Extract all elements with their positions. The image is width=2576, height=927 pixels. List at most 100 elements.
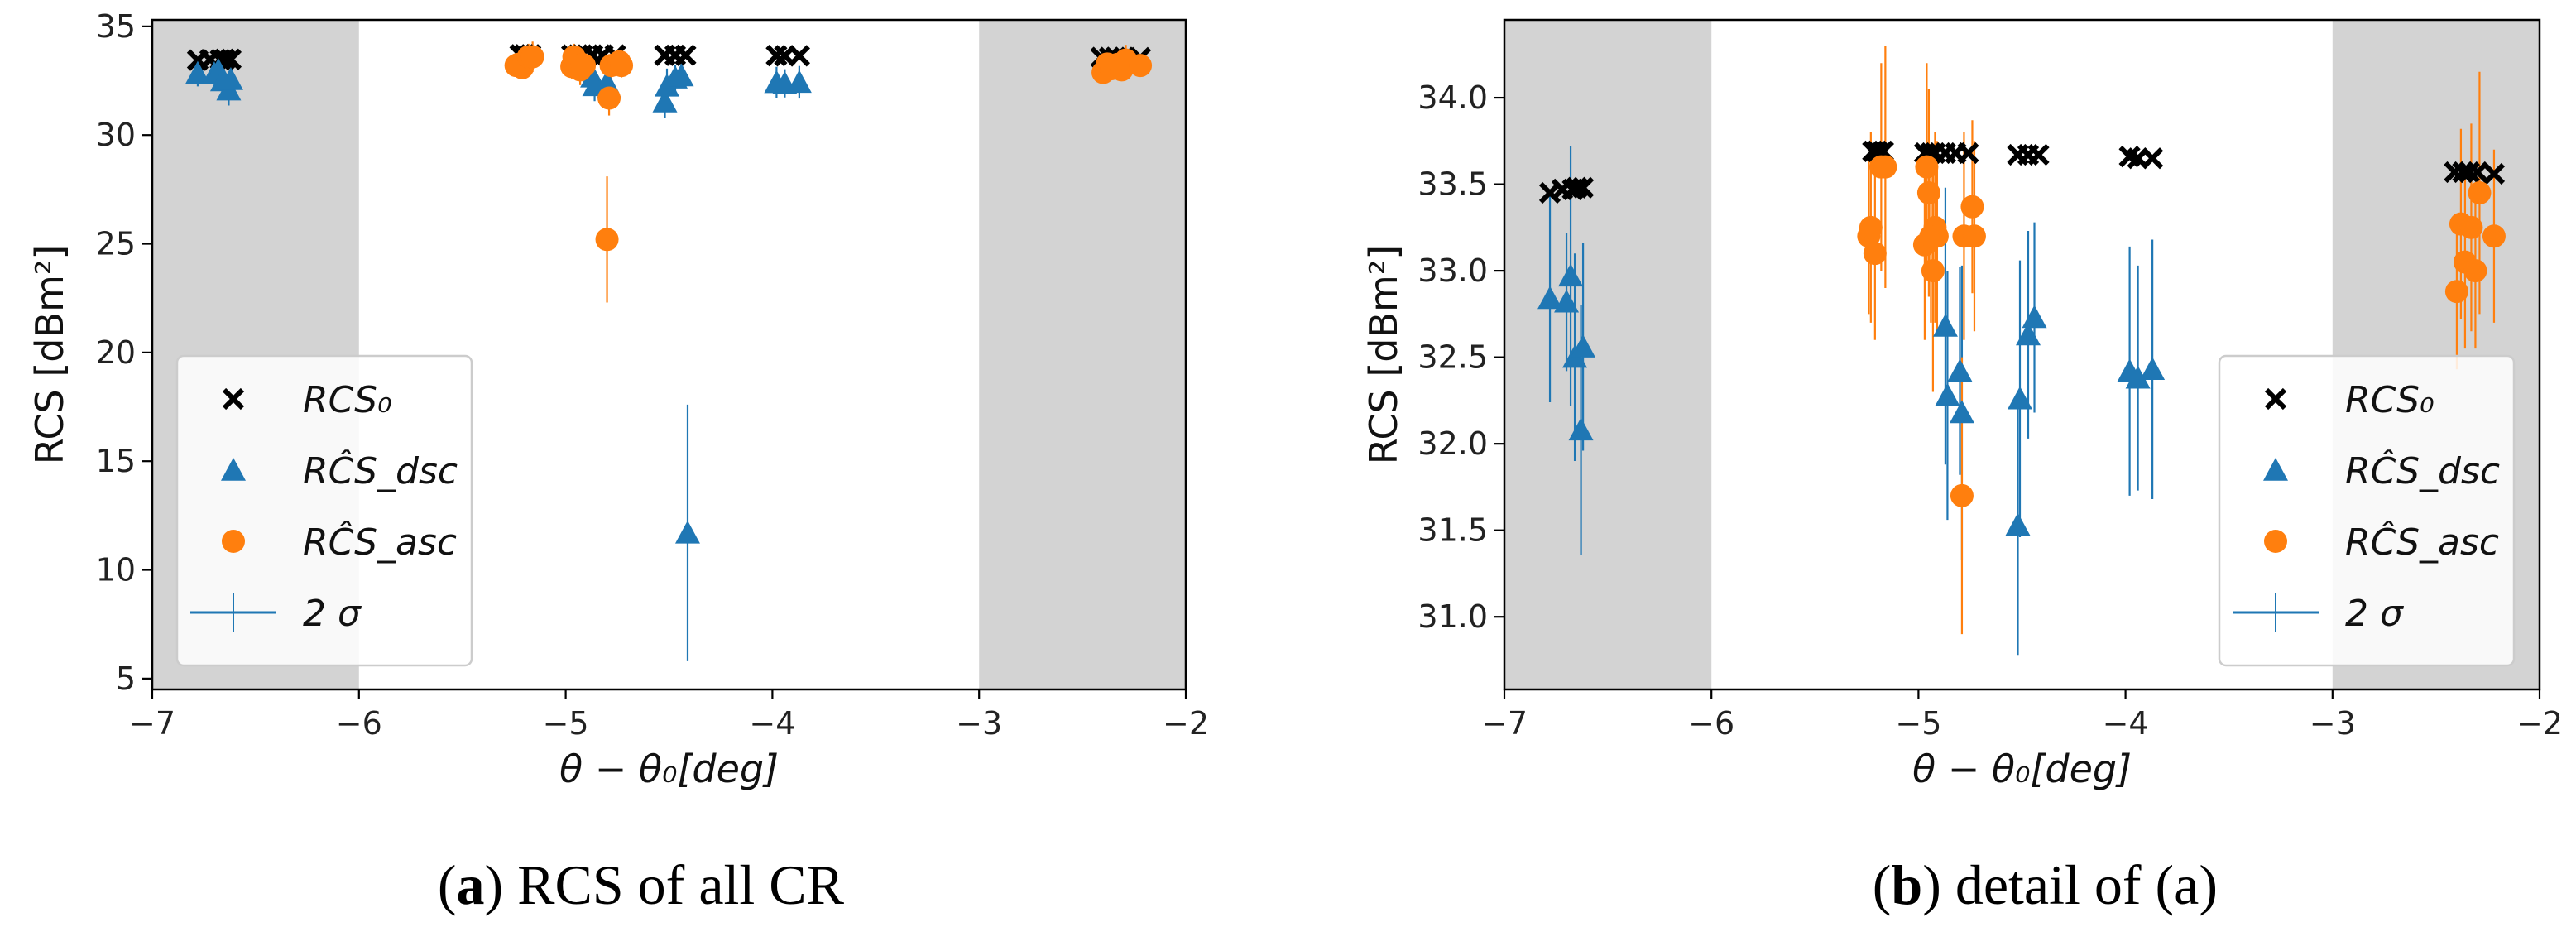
asc-point: [520, 45, 544, 69]
rcs0-point: [2458, 161, 2481, 184]
asc-point: [1873, 155, 1897, 179]
rcs0-point: [1571, 176, 1595, 199]
rcs0-point: [2466, 161, 2489, 184]
caption-a: (a) RCS of all CR: [438, 853, 845, 916]
asc-point: [1129, 54, 1153, 78]
x-tick-label: −2: [2516, 705, 2563, 742]
rcs0-point: [2482, 162, 2506, 185]
dsc-point: [2007, 386, 2032, 410]
asc-point: [1960, 195, 1984, 219]
x-axis-label: θ − θ₀[deg]: [1912, 747, 2132, 791]
panel-b: −7 −6 −5 −4 −3 −2 31.0 31.5 32.0 32.5 33.0 33.5 34.0…: [1361, 18, 2563, 791]
axes-frame: [1503, 18, 2541, 691]
y-tick-label: 32.0: [1418, 425, 1488, 462]
legend-label: RCS₀: [303, 379, 392, 421]
legend-marker: [2264, 530, 2287, 553]
y-tick-label: 33.0: [1418, 252, 1488, 289]
y-tick-label: 30: [96, 117, 136, 153]
asc-point: [1962, 224, 1986, 248]
y-tick-label: 5: [116, 660, 136, 697]
plot-marks: [1537, 46, 2506, 656]
y-axis-label: RCS [dBm²]: [1361, 245, 1406, 465]
plot-marks: [185, 41, 1153, 661]
asc-point: [2463, 259, 2487, 283]
rcs0-point: [1957, 142, 1979, 165]
y-tick-label: 25: [96, 226, 136, 262]
x-tick-label: −6: [336, 705, 382, 742]
shaded-region: [979, 20, 1186, 689]
dsc-point: [674, 520, 700, 544]
x-tick-label: −7: [129, 705, 175, 742]
rcs0-point: [219, 48, 242, 70]
legend-label: RĈS_dsc: [2345, 449, 2500, 492]
dsc-point: [2125, 365, 2151, 389]
dsc-point: [1554, 289, 1580, 313]
legend-marker: [2264, 387, 2287, 411]
legend-label: RĈS_asc: [303, 520, 457, 564]
x-tick-label: −3: [2310, 705, 2356, 742]
dsc-point: [652, 89, 678, 113]
dsc-point: [1949, 400, 1974, 424]
dsc-point: [1568, 417, 1594, 441]
y-tick-label: 32.5: [1418, 339, 1488, 376]
x-tick-label: −2: [1163, 705, 1209, 742]
y-tick-label: 20: [96, 334, 136, 371]
rcs0-point: [674, 44, 697, 66]
legend-marker: [2263, 458, 2288, 481]
dsc-point: [2016, 322, 2041, 346]
rcs0-point: [765, 44, 788, 67]
asc-point: [1925, 224, 1949, 248]
dsc-point: [1537, 286, 1563, 310]
legend-label: 2 σ: [2345, 593, 2404, 635]
x-tick-label: −5: [1895, 705, 1941, 742]
asc-point: [610, 54, 634, 78]
asc-point: [1915, 155, 1939, 179]
legend-marker-2sigma: [2233, 593, 2319, 632]
asc-point: [2444, 280, 2468, 304]
y-tick-label: 31.5: [1418, 512, 1488, 549]
x-tick-label: −4: [749, 705, 795, 742]
y-tick-label: 34.0: [1418, 79, 1488, 116]
asc-point: [597, 86, 621, 110]
rcs0-point: [2027, 143, 2050, 166]
legend-box: [2218, 354, 2516, 667]
dsc-point: [218, 66, 243, 90]
asc-point: [1863, 242, 1887, 266]
asc-point: [2459, 215, 2483, 239]
legend-label: RĈS_dsc: [303, 449, 458, 492]
asc-point: [1859, 215, 1883, 239]
dsc-point: [1932, 314, 1958, 337]
legend: RCS₀ RĈS_dsc RĈS_asc 2 σ: [2218, 354, 2516, 667]
axes-frame: [151, 18, 1187, 691]
dsc-point: [786, 70, 812, 94]
dsc-point: [1935, 382, 1960, 406]
asc-point: [1921, 259, 1945, 283]
rcs0-point: [2142, 147, 2164, 170]
legend-marker-2sigma: [190, 593, 276, 632]
x-tick-label: −5: [543, 705, 589, 742]
legend: RCS₀ RĈS_dsc RĈS_asc 2 σ: [175, 354, 473, 667]
shaded-region: [1504, 20, 1712, 689]
dsc-point: [2140, 357, 2166, 381]
legend-marker: [222, 530, 245, 553]
asc-point: [1916, 181, 1940, 205]
y-tick-label: 35: [96, 8, 136, 45]
dsc-point: [1947, 358, 1973, 382]
dsc-point: [669, 63, 694, 87]
legend-label: RCS₀: [2345, 379, 2434, 421]
panel-a: −7 −6 −5 −4 −3 −2 5 10 15 20 25 30 35 θ − θ₀[deg] RCS …: [27, 8, 1209, 791]
asc-point: [1950, 483, 1974, 507]
legend-box: [175, 354, 473, 667]
dsc-point: [1571, 334, 1596, 358]
caption-b: (b) detail of (a): [1873, 853, 2218, 916]
legend-marker: [222, 387, 245, 411]
asc-point: [573, 54, 597, 78]
legend-marker: [221, 458, 246, 481]
dsc-point: [1558, 263, 1584, 287]
y-tick-label: 33.5: [1418, 166, 1488, 203]
y-tick-label: 31.0: [1418, 598, 1488, 635]
legend-label: RĈS_asc: [2345, 520, 2499, 564]
dsc-point: [185, 60, 210, 84]
x-tick-label: −4: [2103, 705, 2149, 742]
